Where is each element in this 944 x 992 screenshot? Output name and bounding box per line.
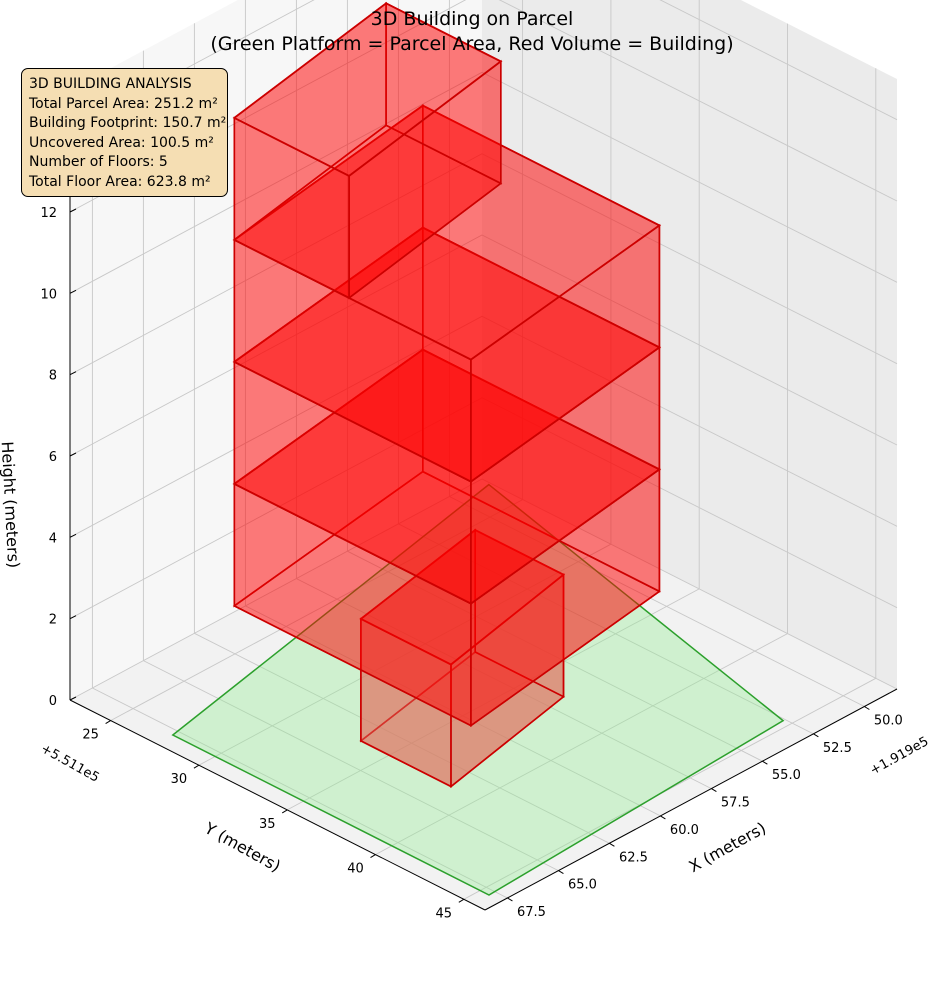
x-tick-label: 52.5 (823, 741, 852, 756)
x-tick-label: 57.5 (721, 796, 750, 811)
grid-lines (69, 0, 898, 900)
x-tick-mark (711, 788, 717, 792)
x-tick-label: 55.0 (772, 768, 801, 783)
z-tick-mark (69, 615, 77, 620)
analysis-info-box: 3D BUILDING ANALYSIS Total Parcel Area: … (21, 68, 228, 197)
floor-1-volume (359, 528, 566, 789)
y-tick-mark (281, 809, 288, 814)
z-tick-mark (69, 371, 77, 376)
z-tick-mark (69, 289, 77, 294)
floor-pane (70, 479, 897, 910)
x-tick-mark (507, 897, 513, 902)
x-tick-mark (813, 733, 819, 738)
z-gridline (69, 234, 898, 457)
z-gridline (69, 153, 898, 376)
info-building-footprint: Building Footprint: 150.7 m² (29, 115, 227, 132)
info-parcel-area: Total Parcel Area: 251.2 m² (29, 95, 218, 112)
z-tick-mark (69, 533, 77, 538)
chart-subtitle: (Green Platform = Parcel Area, Red Volum… (210, 33, 733, 55)
z-tick-label: 6 (49, 450, 57, 465)
floor-4-volume (232, 104, 662, 484)
y-tick-label: 30 (171, 772, 188, 787)
y-tick-mark (105, 720, 111, 724)
chart-title: 3D Building on Parcel (371, 8, 574, 30)
y-tick-mark (370, 854, 376, 859)
x-tick-mark (864, 706, 870, 710)
z-tick-label: 12 (40, 206, 57, 221)
z-gridline (69, 71, 898, 294)
plot-area (171, 1, 785, 896)
z-tick-mark (69, 696, 77, 701)
x-tick-mark (558, 870, 564, 875)
x-tick-mark (660, 815, 666, 820)
parcel-polygon (171, 483, 785, 896)
x-tick-label: 60.0 (670, 823, 699, 838)
floor-4-top-face (232, 104, 662, 361)
x-tick-mark (762, 760, 768, 765)
x-axis-line (484, 688, 898, 911)
x-tick-label: 62.5 (619, 850, 648, 865)
y-offset-label: +5.511e5 (38, 741, 102, 785)
floor-2-volume (232, 348, 662, 728)
info-uncovered-area: Uncovered Area: 100.5 m² (29, 134, 214, 151)
x-tick-mark (609, 842, 615, 847)
y-axis-line (69, 699, 486, 911)
z-tick-mark (69, 452, 77, 457)
y-tick-label: 25 (82, 728, 99, 743)
floor-5-volume (232, 1, 503, 300)
y-tick-label: 45 (436, 906, 453, 921)
info-floor-count: Number of Floors: 5 (29, 154, 168, 171)
floor-3-volume (232, 226, 662, 606)
x-tick-label: 50.0 (874, 714, 903, 729)
z-gridline (69, 397, 898, 620)
floor-5-top-face (232, 2, 503, 177)
z-tick-label: 2 (49, 613, 57, 628)
y-tick-label: 35 (259, 817, 276, 832)
info-heading: 3D BUILDING ANALYSIS (29, 76, 192, 92)
z-axis-label: Height (meters) (0, 441, 23, 569)
z-gridline (69, 0, 898, 132)
z-tick-mark (69, 208, 77, 213)
z-tick-label: 10 (40, 287, 57, 302)
y-tick-mark (193, 764, 200, 769)
z-gridline (69, 315, 898, 538)
x-tick-label: 67.5 (517, 905, 546, 920)
z-tick-label: 4 (49, 531, 57, 546)
z-tick-label: 0 (49, 694, 57, 709)
y-tick-label: 40 (347, 862, 364, 877)
floor-1-top-face (359, 528, 566, 666)
x-offset-label: +1.919e5 (868, 734, 932, 778)
y-tick-mark (458, 898, 465, 903)
left-wall-pane (482, 0, 897, 689)
z-tick-label: 8 (49, 369, 57, 384)
info-total-floor-area: Total Floor Area: 623.8 m² (29, 173, 211, 190)
x-tick-label: 65.0 (568, 878, 597, 893)
z-gridline (69, 478, 898, 701)
